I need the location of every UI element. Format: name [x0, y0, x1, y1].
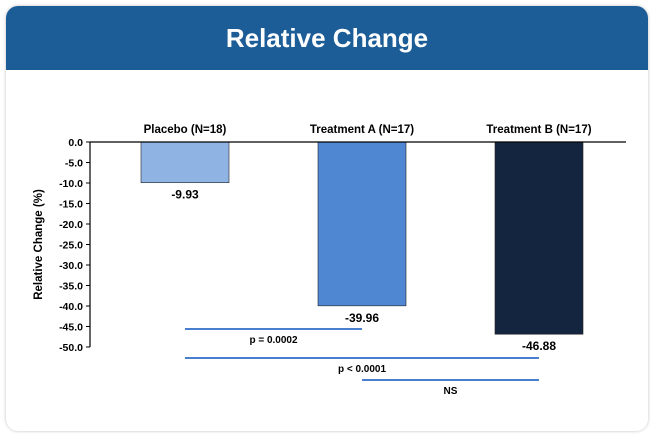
- bar: [317, 141, 407, 307]
- chart-title: Relative Change: [225, 22, 429, 53]
- significance-label: p < 0.0001: [338, 364, 387, 375]
- y-tick-label: -5.0: [65, 158, 83, 170]
- y-tick-label: -25.0: [59, 240, 83, 252]
- y-tick-label: -10.0: [59, 178, 83, 190]
- y-axis-label: Relative Change (%): [33, 189, 45, 300]
- category-label: Treatment A (N=17): [310, 124, 414, 136]
- significance-label: NS: [444, 386, 458, 397]
- data-label: -9.93: [171, 188, 199, 202]
- category-label: Placebo (N=18): [144, 124, 227, 136]
- data-label: -46.88: [522, 339, 556, 353]
- bar: [494, 141, 584, 335]
- bar-chart: Relative Change (%) 0.0 -5.0 -10.0 -15.0 -20.…: [33, 124, 626, 397]
- chart-header: Relative Change: [6, 6, 648, 70]
- y-tick-label: -30.0: [59, 260, 83, 272]
- y-tick-label: -20.0: [59, 219, 83, 231]
- data-label: -39.96: [345, 311, 379, 325]
- y-tick-label: -50.0: [59, 342, 83, 354]
- y-tick-label: -35.0: [59, 281, 83, 293]
- y-tick-label: 0.0: [68, 137, 83, 149]
- category-label: Treatment B (N=17): [486, 124, 591, 136]
- y-tick-label: -40.0: [59, 301, 83, 313]
- significance-label: p = 0.0002: [249, 335, 298, 346]
- chart-card: Relative Change Relative Change (%) 0.0 -5…: [6, 6, 648, 431]
- bar: [140, 141, 230, 184]
- y-tick-label: -45.0: [59, 322, 83, 334]
- y-tick-label: -15.0: [59, 199, 83, 211]
